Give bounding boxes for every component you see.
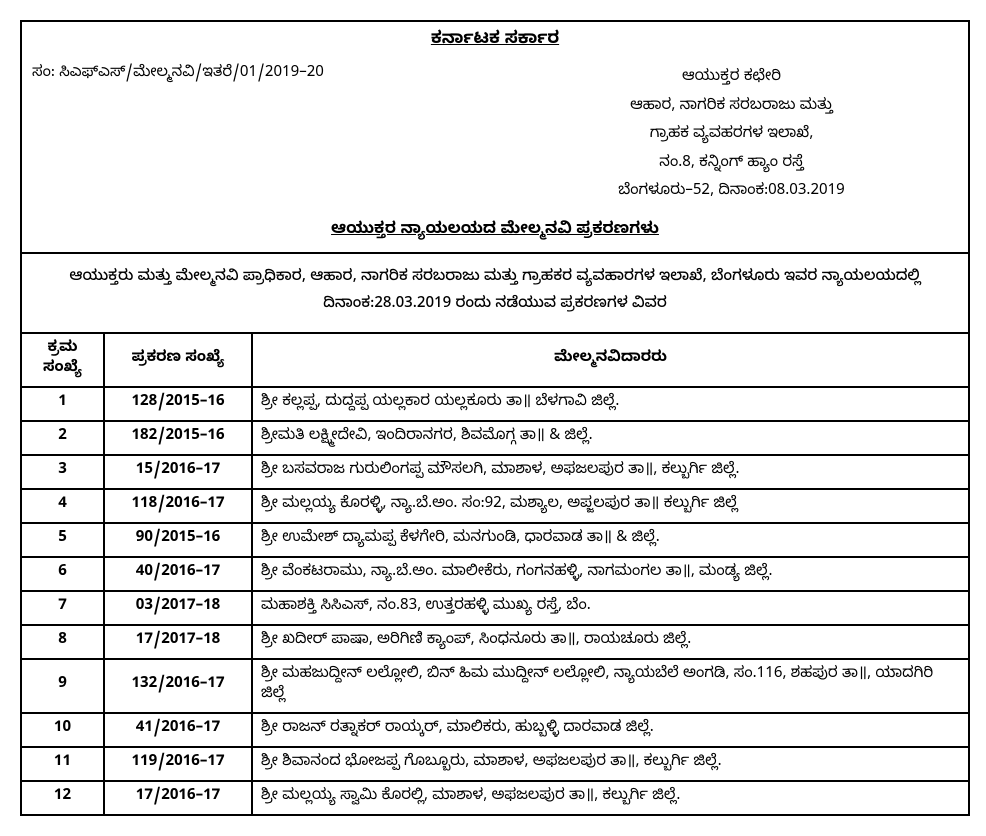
document-page: ಕರ್ನಾಟಕ ಸರ್ಕಾರ ಸಂ: ಸಿಎಫ್‌ಎಸ್/ಮೇಲ್ಮನವಿ/ಇತ… — [20, 20, 970, 816]
office-line: ನಂ.8, ಕನ್ನಿಂಗ್ ಹ್ಯಾಂ ರಸ್ತೆ — [505, 151, 958, 180]
office-line: ಆಯುಕ್ತರ ಕಛೇರಿ — [505, 65, 958, 94]
intro-line: ಆಯುಕ್ತರು ಮತ್ತು ಮೇಲ್ಮನವಿ ಪ್ರಾಧಿಕಾರ, ಆಹಾರ,… — [32, 266, 958, 293]
cell-case: 17/2017–18 — [104, 625, 252, 659]
cell-sl: 7 — [22, 591, 104, 625]
reference-row: ಸಂ: ಸಿಎಫ್‌ಎಸ್/ಮೇಲ್ಮನವಿ/ಇತರೆ/01/2019–20 ಆ… — [32, 65, 958, 208]
table-row: 640/2016–17ಶ್ರೀ ವೆಂಕಟರಾಮು, ನ್ಯಾ.ಬೆ.ಅಂ. ಮ… — [22, 557, 968, 591]
cell-case: 128/2015–16 — [104, 387, 252, 421]
cell-case: 03/2017–18 — [104, 591, 252, 625]
col-header-sl: ಕ್ರಮ ಸಂಖ್ಯೆ — [22, 334, 104, 387]
cell-desc: ಶ್ರೀ ಮಲ್ಲಯ್ಯ ಕೊರಳ್ಳಿ, ನ್ಯಾ.ಬೆ.ಅಂ. ಸಂ:92,… — [252, 489, 968, 523]
cell-sl: 9 — [22, 659, 104, 713]
cell-desc: ಶ್ರೀ ಮಹಜುದ್ದೀನ್ ಲಲ್ಲೋಲಿ, ಬಿನ್ ಹಿಮ ಮುದ್ದೀ… — [252, 659, 968, 713]
cell-case: 17/2016–17 — [104, 781, 252, 815]
office-line: ಆಹಾರ, ನಾಗರಿಕ ಸರಬರಾಜು ಮತ್ತು — [505, 94, 958, 123]
table-row: 11119/2016–17ಶ್ರೀ ಶಿವಾನಂದ ಭೋಜಪ್ಪ ಗೊಬ್ಬೂರ… — [22, 747, 968, 781]
cell-case: 182/2015–16 — [104, 421, 252, 455]
cell-sl: 12 — [22, 781, 104, 815]
cell-sl: 4 — [22, 489, 104, 523]
cell-sl: 1 — [22, 387, 104, 421]
cell-case: 41/2016–17 — [104, 713, 252, 747]
cell-sl: 5 — [22, 523, 104, 557]
cell-sl: 2 — [22, 421, 104, 455]
cell-case: 90/2015–16 — [104, 523, 252, 557]
cell-sl: 8 — [22, 625, 104, 659]
table-row: 9132/2016–17ಶ್ರೀ ಮಹಜುದ್ದೀನ್ ಲಲ್ಲೋಲಿ, ಬಿನ… — [22, 659, 968, 713]
gov-title: ಕರ್ನಾಟಕ ಸರ್ಕಾರ — [32, 30, 958, 53]
cell-desc: ಶ್ರೀ ವೆಂಕಟರಾಮು, ನ್ಯಾ.ಬೆ.ಅಂ. ಮಾಲೀಕೆರು, ಗಂ… — [252, 557, 968, 591]
reference-number: ಸಂ: ಸಿಎಫ್‌ಎಸ್/ಮೇಲ್ಮನವಿ/ಇತರೆ/01/2019–20 — [32, 65, 485, 85]
col-header-case: ಪ್ರಕರಣ ಸಂಖ್ಯೆ — [104, 334, 252, 387]
cell-sl: 3 — [22, 455, 104, 489]
cell-sl: 11 — [22, 747, 104, 781]
intro-line: ದಿನಾಂಕ:28.03.2019 ರಂದು ನಡೆಯುವ ಪ್ರಕರಣಗಳ ವ… — [32, 293, 958, 320]
cell-desc: ಶ್ರೀ ಕಲ್ಲಪ್ಪ, ದುದ್ದಪ್ಪ ಯಲ್ಲಕಾರ ಯಲ್ಲಕೂರು … — [252, 387, 968, 421]
cell-case: 40/2016–17 — [104, 557, 252, 591]
cell-desc: ಶ್ರೀಮತಿ ಲಕ್ಷ್ಮೀದೇವಿ, ಇಂದಿರಾನಗರ, ಶಿವಮೊಗ್ಗ… — [252, 421, 968, 455]
cell-case: 132/2016–17 — [104, 659, 252, 713]
office-address: ಆಯುಕ್ತರ ಕಛೇರಿ ಆಹಾರ, ನಾಗರಿಕ ಸರಬರಾಜು ಮತ್ತು… — [505, 65, 958, 208]
header-block: ಕರ್ನಾಟಕ ಸರ್ಕಾರ ಸಂ: ಸಿಎಫ್‌ಎಸ್/ಮೇಲ್ಮನವಿ/ಇತ… — [22, 22, 968, 254]
col-header-desc: ಮೇಲ್ಮನವಿದಾರರು — [252, 334, 968, 387]
table-row: 590/2015–16ಶ್ರೀ ಉಮೇಶ್ ದ್ಯಾಮಪ್ಪ ಕೆಳಗೇರಿ, … — [22, 523, 968, 557]
cell-case: 118/2016–17 — [104, 489, 252, 523]
office-line: ಬೆಂಗಳೂರು–52, ದಿನಾಂಕ:08.03.2019 — [505, 179, 958, 208]
table-row: 315/2016–17ಶ್ರೀ ಬಸವರಾಜ ಗುರುಲಿಂಗಪ್ಪ ಮೌಸಲಗ… — [22, 455, 968, 489]
cell-sl: 10 — [22, 713, 104, 747]
table-row: 1128/2015–16ಶ್ರೀ ಕಲ್ಲಪ್ಪ, ದುದ್ದಪ್ಪ ಯಲ್ಲಕ… — [22, 387, 968, 421]
table-row: 1217/2016–17ಶ್ರೀ ಮಲ್ಲಯ್ಯ ಸ್ವಾಮಿ ಕೊರಲ್ಲಿ,… — [22, 781, 968, 815]
cell-desc: ಶ್ರೀ ಉಮೇಶ್ ದ್ಯಾಮಪ್ಪ ಕೆಳಗೇರಿ, ಮನಗುಂಡಿ, ಧಾ… — [252, 523, 968, 557]
cell-case: 119/2016–17 — [104, 747, 252, 781]
sub-title: ಆಯುಕ್ತರ ನ್ಯಾಯಲಯದ ಮೇಲ್ಮನವಿ ಪ್ರಕರಣಗಳು — [32, 220, 958, 242]
table-row: 4118/2016–17ಶ್ರೀ ಮಲ್ಲಯ್ಯ ಕೊರಳ್ಳಿ, ನ್ಯಾ.ಬ… — [22, 489, 968, 523]
table-row: 1041/2016–17ಶ್ರೀ ರಾಜನ್ ರತ್ನಾಕರ್ ರಾಯ್ಕರ್,… — [22, 713, 968, 747]
cell-desc: ಶ್ರೀ ರಾಜನ್ ರತ್ನಾಕರ್ ರಾಯ್ಕರ್, ಮಾಲಿಕರು, ಹು… — [252, 713, 968, 747]
intro-block: ಆಯುಕ್ತರು ಮತ್ತು ಮೇಲ್ಮನವಿ ಪ್ರಾಧಿಕಾರ, ಆಹಾರ,… — [22, 254, 968, 334]
table-row: 703/2017–18ಮಹಾಶಕ್ತಿ ಸಿಸಿಎಸ್‌, ನಂ.83, ಉತ್… — [22, 591, 968, 625]
cell-desc: ಮಹಾಶಕ್ತಿ ಸಿಸಿಎಸ್‌, ನಂ.83, ಉತ್ತರಹಳ್ಳಿ ಮುಖ… — [252, 591, 968, 625]
table-row: 2182/2015–16ಶ್ರೀಮತಿ ಲಕ್ಷ್ಮೀದೇವಿ, ಇಂದಿರಾನ… — [22, 421, 968, 455]
cell-desc: ಶ್ರೀ ಮಲ್ಲಯ್ಯ ಸ್ವಾಮಿ ಕೊರಲ್ಲಿ, ಮಾಶಾಳ, ಅಫಜಲ… — [252, 781, 968, 815]
table-row: 817/2017–18ಶ್ರೀ ಖದೀರ್ ಪಾಷಾ, ಅರಿಗಿಣಿ ಕ್ಯಾ… — [22, 625, 968, 659]
cases-table: ಕ್ರಮ ಸಂಖ್ಯೆ ಪ್ರಕರಣ ಸಂಖ್ಯೆ ಮೇಲ್ಮನವಿದಾರರು … — [22, 334, 968, 816]
cell-desc: ಶ್ರೀ ಶಿವಾನಂದ ಭೋಜಪ್ಪ ಗೊಬ್ಬೂರು, ಮಾಶಾಳ, ಅಫಜ… — [252, 747, 968, 781]
cell-desc: ಶ್ರೀ ಬಸವರಾಜ ಗುರುಲಿಂಗಪ್ಪ ಮೌಸಲಗಿ, ಮಾಶಾಳ, ಅ… — [252, 455, 968, 489]
cell-sl: 6 — [22, 557, 104, 591]
office-line: ಗ್ರಾಹಕ ವ್ಯವಹರಗಳ ಇಲಾಖೆ, — [505, 122, 958, 151]
table-header-row: ಕ್ರಮ ಸಂಖ್ಯೆ ಪ್ರಕರಣ ಸಂಖ್ಯೆ ಮೇಲ್ಮನವಿದಾರರು — [22, 334, 968, 387]
cell-case: 15/2016–17 — [104, 455, 252, 489]
cell-desc: ಶ್ರೀ ಖದೀರ್ ಪಾಷಾ, ಅರಿಗಿಣಿ ಕ್ಯಾಂಪ್, ಸಿಂಧನೂ… — [252, 625, 968, 659]
